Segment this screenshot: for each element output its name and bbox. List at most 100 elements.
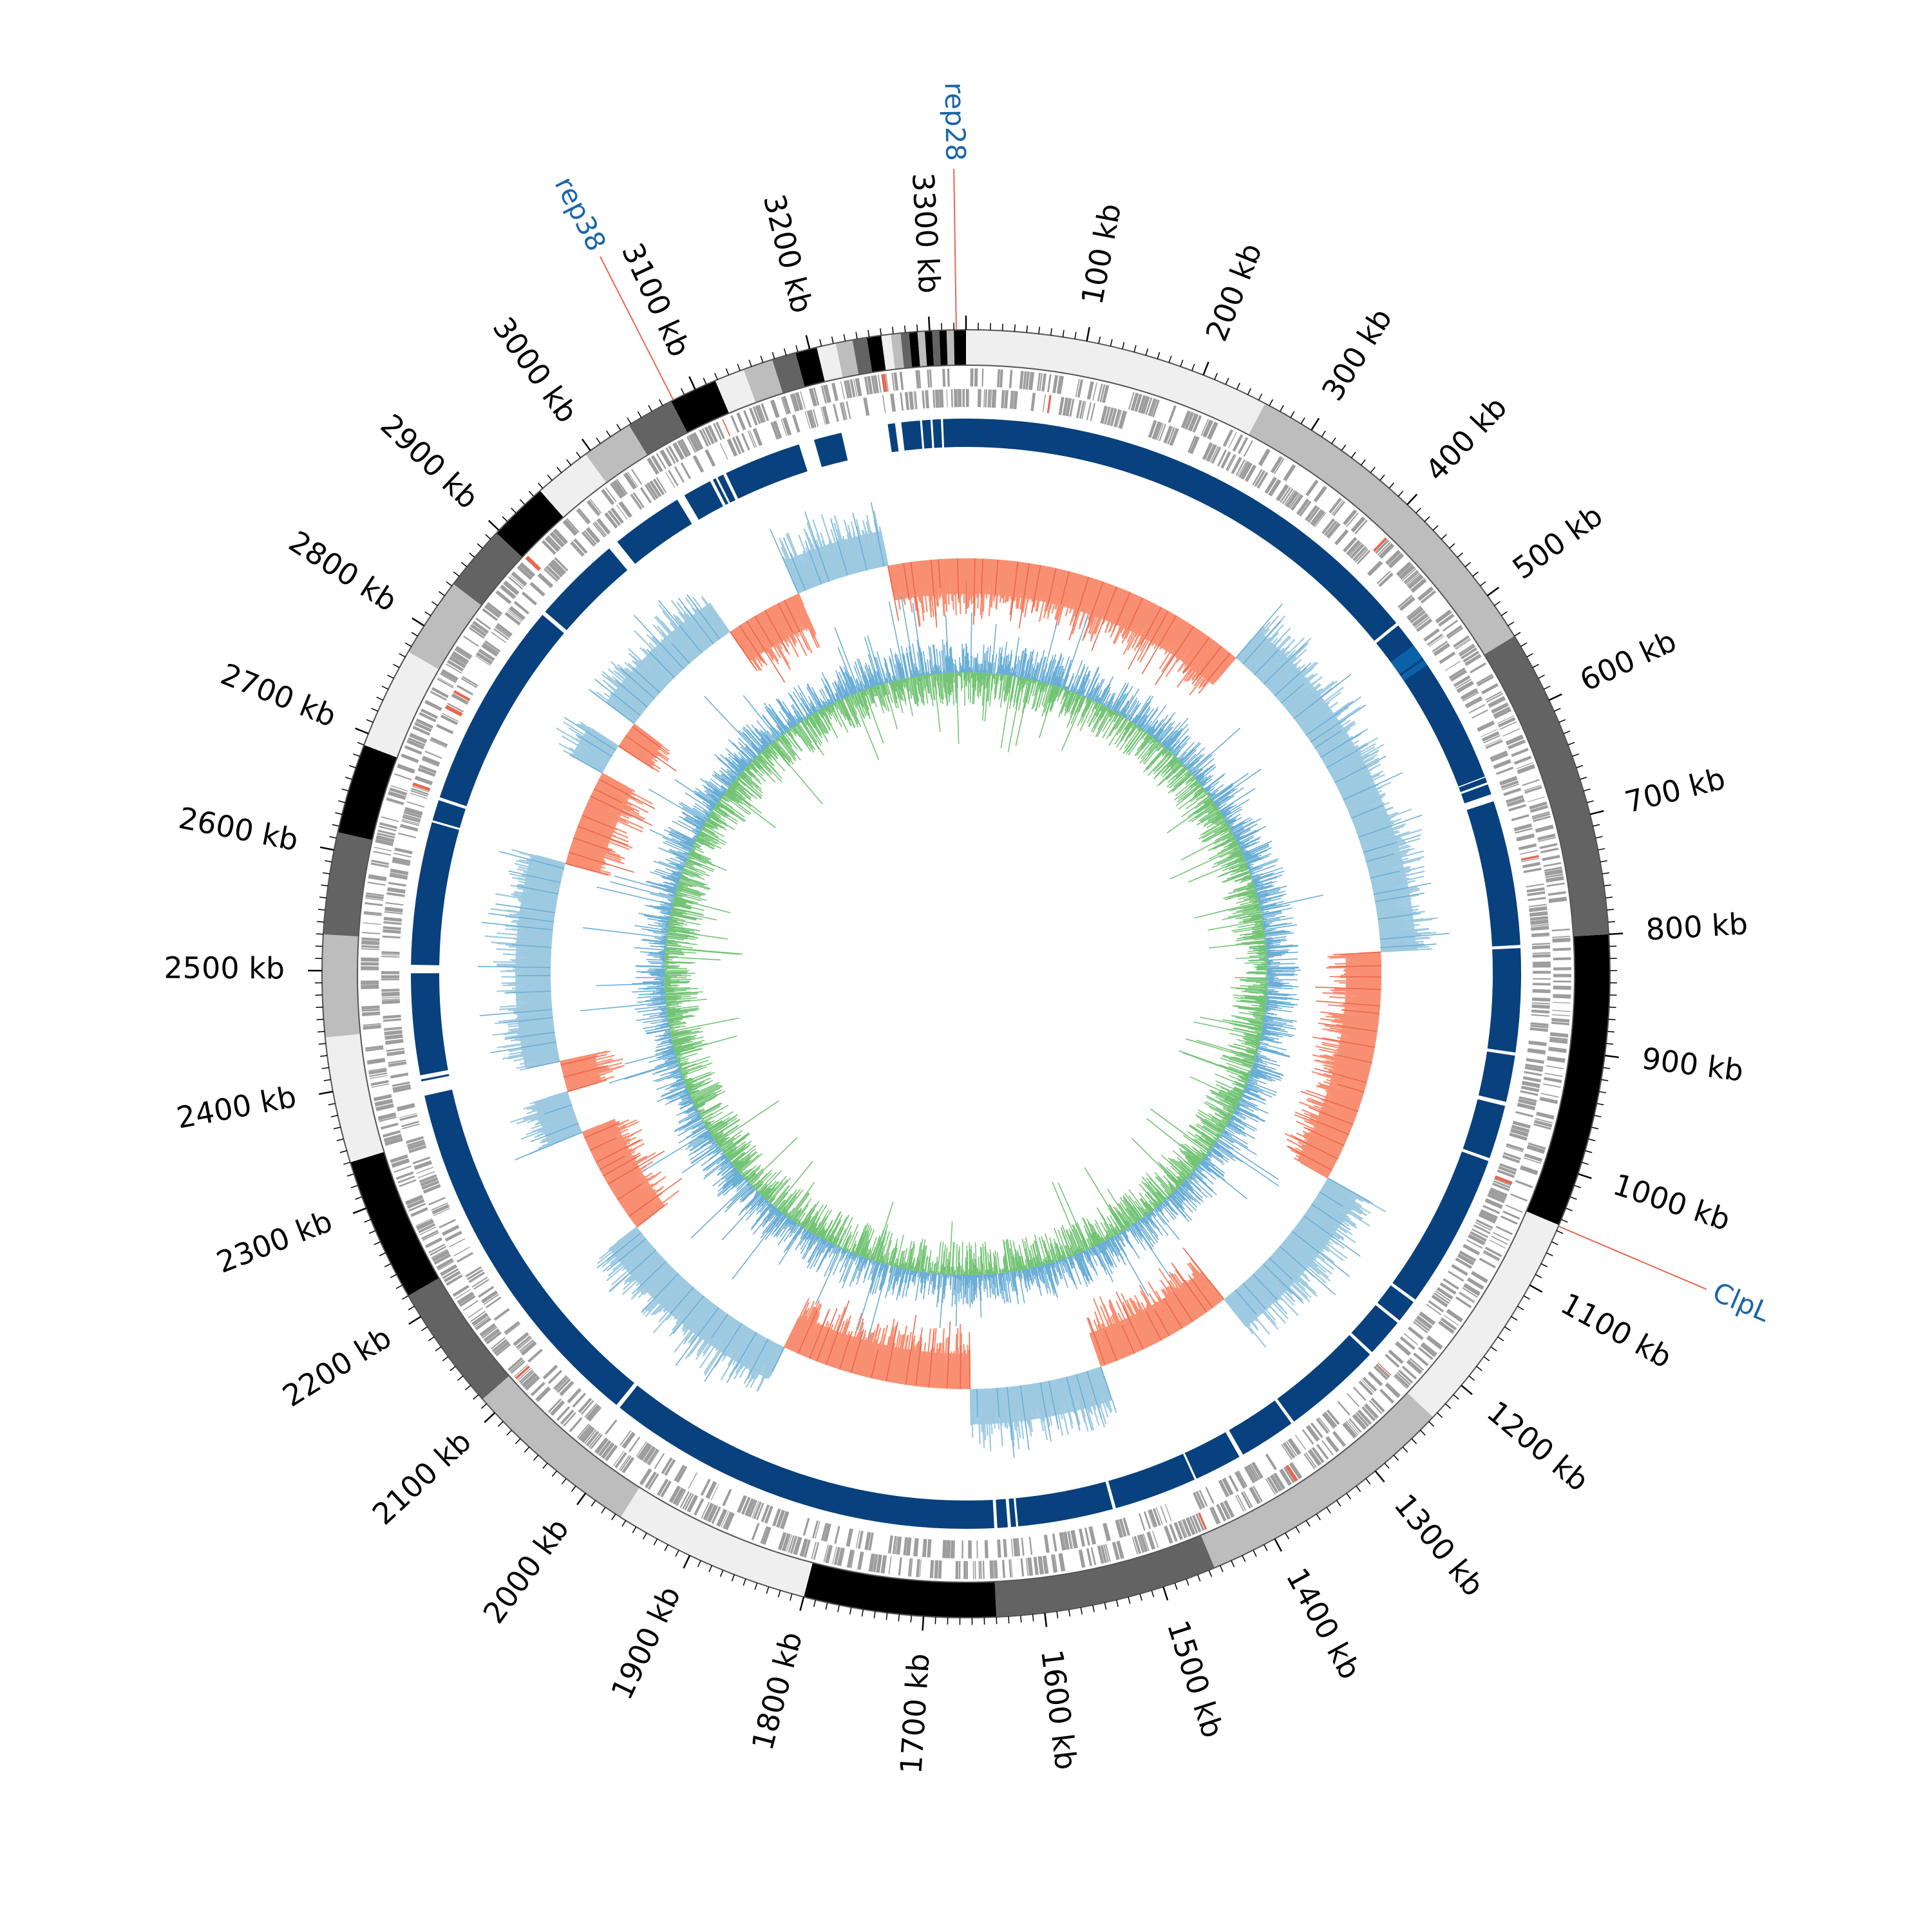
- gene-feature: [401, 1121, 419, 1128]
- minor-tick: [719, 1569, 724, 1577]
- gene-feature: [947, 368, 950, 387]
- minor-tick: [795, 345, 799, 352]
- minor-tick: [1264, 1544, 1268, 1551]
- gene-feature: [705, 1481, 717, 1499]
- gene-feature: [1059, 375, 1065, 394]
- minor-tick: [1411, 1438, 1417, 1444]
- minor-tick: [1497, 1336, 1504, 1341]
- minor-tick: [329, 836, 337, 839]
- gc-skew-negative-trace: [582, 1119, 679, 1228]
- gc-skew-positive-accent: [477, 851, 565, 1069]
- gene-feature: [417, 1171, 435, 1179]
- gene-feature: [752, 1501, 759, 1519]
- gene-feature: [363, 1025, 381, 1030]
- gene-feature: [361, 940, 380, 945]
- gene-feature: [1517, 764, 1536, 775]
- gene-feature: [544, 536, 560, 553]
- minor-tick: [996, 1616, 998, 1624]
- gene-feature: [1310, 1422, 1323, 1438]
- gene-feature: [972, 1560, 974, 1579]
- gene-feature: [1346, 512, 1359, 527]
- minor-tick: [473, 1394, 479, 1400]
- gene-feature: [1495, 766, 1514, 775]
- minor-tick: [328, 1103, 336, 1106]
- gene-feature: [748, 408, 758, 426]
- gene-feature: [1361, 1379, 1374, 1393]
- gene-feature: [1305, 1425, 1320, 1442]
- gene-feature: [668, 1485, 681, 1503]
- gene-feature: [983, 389, 985, 408]
- gene-feature: [1052, 375, 1059, 393]
- minor-tick: [431, 601, 438, 606]
- gene-feature: [462, 676, 478, 687]
- gene-feature: [456, 1252, 473, 1263]
- gene-feature: [1033, 1557, 1039, 1575]
- minor-tick: [1290, 411, 1295, 418]
- contig-segment: [954, 330, 966, 366]
- gene-feature: [1355, 1412, 1370, 1427]
- major-tick: [1274, 1538, 1283, 1552]
- gene-feature: [1119, 1519, 1127, 1537]
- gene-feature: [915, 370, 920, 389]
- gene-feature: [1041, 373, 1046, 392]
- contig-ideogram-ring: [321, 329, 1611, 1618]
- gene-feature: [1058, 397, 1065, 415]
- gene-feature: [1540, 848, 1559, 854]
- gene-feature: [368, 1068, 387, 1075]
- gene-feature: [1169, 428, 1179, 446]
- gene-feature: [1042, 394, 1046, 413]
- gene-feature: [514, 1364, 528, 1378]
- gene-feature: [1316, 1444, 1329, 1460]
- minor-tick: [708, 1565, 713, 1573]
- gene-feature: [1410, 578, 1427, 593]
- gene-feature: [790, 393, 797, 412]
- gene-feature: [415, 1218, 433, 1227]
- gene-feature: [707, 424, 719, 443]
- major-tick: [319, 846, 334, 851]
- gene-feature: [1020, 1558, 1025, 1577]
- minor-tick: [317, 909, 325, 911]
- gene-feature: [1511, 1124, 1530, 1133]
- gene-feature: [1453, 675, 1471, 687]
- gene-feature: [392, 1081, 410, 1087]
- gene-feature: [1088, 1526, 1097, 1545]
- minor-tick: [1186, 1578, 1189, 1586]
- gene-feature: [406, 1136, 424, 1144]
- gene-feature: [744, 1498, 755, 1517]
- gene-feature: [1021, 1537, 1025, 1556]
- gene-feature: [1016, 1538, 1021, 1557]
- minor-tick: [1258, 393, 1263, 401]
- gene-feature: [1145, 397, 1153, 415]
- minor-tick: [1574, 1184, 1582, 1189]
- gc-skew-positive-accent: [769, 502, 885, 594]
- gene-feature: [1532, 961, 1551, 965]
- gene-feature: [970, 368, 974, 387]
- gene-feature: [688, 433, 701, 452]
- minor-tick: [399, 653, 406, 658]
- gc-skew-ring: [477, 502, 1450, 1458]
- gene-feature: [504, 1321, 520, 1334]
- contig-segment: [891, 333, 904, 370]
- gene-feature: [639, 1468, 652, 1486]
- gene-feature: [1209, 1507, 1219, 1525]
- gene-feature: [1313, 486, 1327, 503]
- gene-feature: [985, 389, 987, 408]
- gene-feature: [1539, 842, 1558, 849]
- gene-feature: [1519, 1096, 1537, 1103]
- minor-tick: [538, 482, 544, 489]
- gene-feature: [387, 887, 406, 894]
- major-tick: [1589, 810, 1604, 815]
- gene-feature: [384, 906, 403, 913]
- gene-feature: [1407, 1326, 1424, 1340]
- gene-feature: [752, 406, 761, 424]
- gene-feature: [1150, 399, 1158, 417]
- alignment-block: [996, 1499, 1008, 1528]
- gene-feature: [1481, 683, 1499, 695]
- gene-feature: [873, 1554, 878, 1573]
- gene-feature: [855, 377, 862, 397]
- gene-feature: [863, 397, 870, 416]
- minor-tick: [325, 860, 332, 863]
- alignment-block: [1466, 801, 1520, 947]
- gene-feature: [361, 945, 380, 949]
- gene-feature: [374, 1099, 393, 1107]
